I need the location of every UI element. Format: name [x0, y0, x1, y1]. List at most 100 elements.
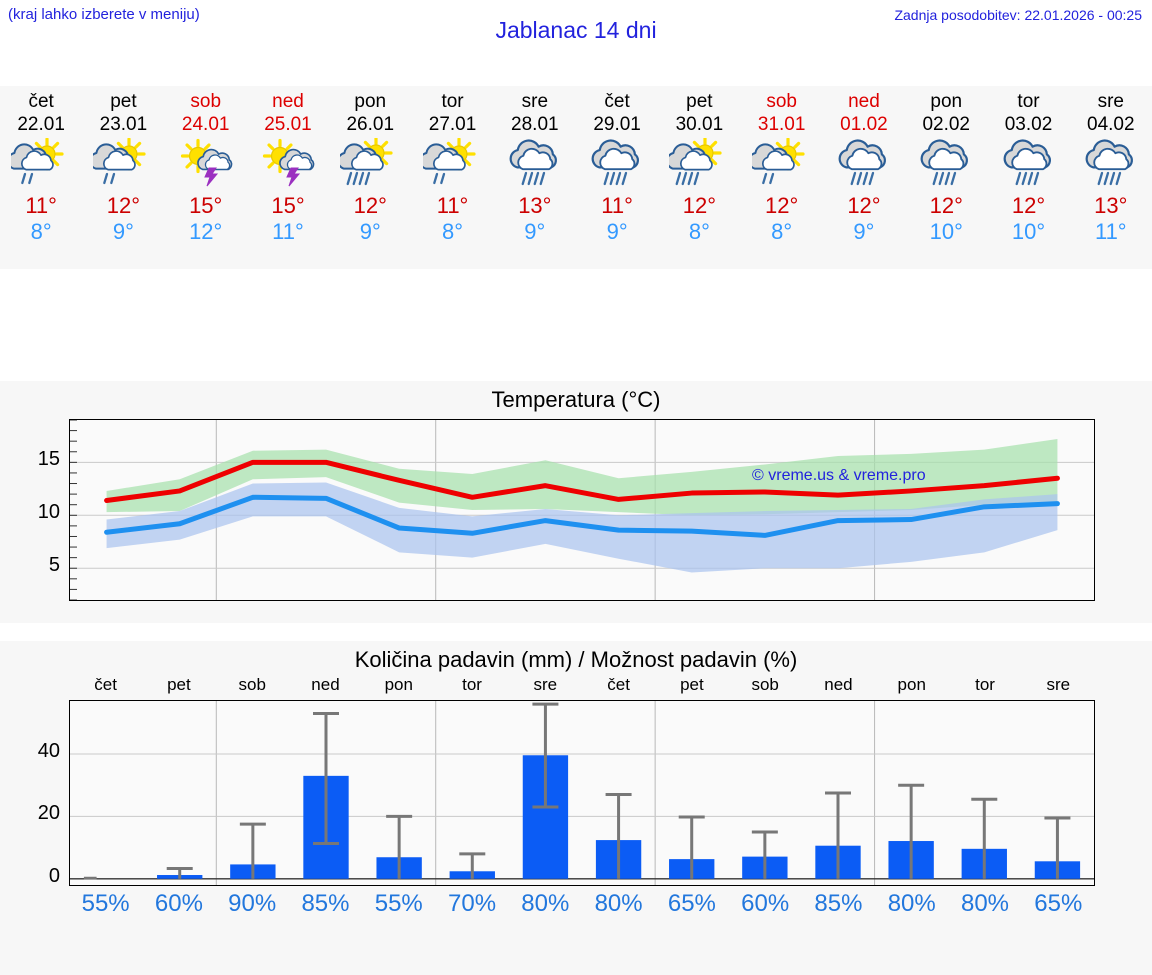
day-name: pet — [110, 91, 137, 112]
day-name: ned — [848, 91, 880, 112]
day-column[interactable]: sre 28.01 13° 9° — [494, 86, 576, 269]
precipitation-y-tick-label: 0 — [48, 864, 60, 887]
precipitation-probability: 85% — [301, 890, 350, 917]
day-min-temp: 8° — [771, 219, 793, 244]
day-date: 22.01 — [17, 114, 65, 135]
precipitation-y-tick-label: 20 — [37, 802, 60, 825]
day-column[interactable]: ned 25.01 15° 11° — [247, 86, 329, 269]
day-min-temp: 9° — [606, 219, 628, 244]
precipitation-panel: Količina padavin (mm) / Možnost padavin … — [0, 641, 1152, 975]
precipitation-day-label: tor — [462, 675, 482, 694]
precipitation-probability: 80% — [521, 890, 570, 917]
precipitation-day-label: pet — [167, 675, 191, 694]
precipitation-day-label: ned — [824, 675, 853, 694]
day-column[interactable]: pet 23.01 12° 9° — [82, 86, 164, 269]
day-min-temp: 8° — [442, 219, 464, 244]
day-name: pon — [930, 91, 963, 112]
day-date: 24.01 — [181, 114, 230, 135]
day-date: 28.01 — [511, 114, 559, 135]
day-date: 25.01 — [264, 114, 312, 135]
day-column[interactable]: čet 29.01 11° 9° — [576, 86, 658, 269]
precipitation-day-label: sre — [1046, 675, 1071, 694]
sun-cloud-rain-icon — [422, 138, 483, 190]
precipitation-probability: 70% — [448, 890, 497, 917]
day-max-temp: 11° — [25, 193, 57, 218]
day-name: čet — [28, 91, 54, 112]
cloud-showers-icon — [999, 138, 1059, 190]
day-column[interactable]: ned 01.02 12° 9° — [823, 86, 905, 269]
day-column[interactable]: sre 04.02 13° 11° — [1070, 86, 1152, 269]
day-min-temp: 9° — [524, 219, 546, 244]
day-min-temp: 10° — [929, 219, 963, 244]
sun-cloud-showers-icon — [669, 138, 729, 190]
day-name: tor — [1017, 91, 1040, 112]
precipitation-day-label: čet — [94, 675, 117, 694]
day-column[interactable]: tor 27.01 11° 8° — [411, 86, 493, 269]
precipitation-probability: 85% — [814, 890, 863, 917]
page-header: (kraj lahko izberete v meniju) Jablanac … — [0, 0, 1152, 62]
day-max-temp: 15° — [189, 193, 223, 218]
day-max-temp: 12° — [106, 193, 141, 218]
day-date: 29.01 — [593, 114, 641, 135]
day-min-temp: 8° — [30, 219, 52, 244]
day-max-temp: 11° — [601, 193, 633, 218]
day-name: sre — [521, 91, 549, 112]
sun-cloud-showers-icon — [340, 138, 400, 190]
precipitation-plot-area — [69, 700, 1095, 886]
precipitation-day-label: tor — [975, 675, 995, 694]
precipitation-probability: 65% — [667, 890, 716, 917]
day-min-temp: 12° — [189, 219, 223, 244]
day-column[interactable]: pet 30.01 12° 8° — [658, 86, 740, 269]
sun-cloud-rain-icon — [11, 138, 71, 190]
temperature-panel: Temperatura (°C) 5 10 15 — [0, 381, 1152, 623]
cloud-showers-icon — [505, 138, 565, 190]
day-max-temp: 13° — [518, 193, 552, 218]
day-column[interactable]: tor 03.02 12° 10° — [987, 86, 1069, 269]
day-min-temp: 8° — [688, 219, 710, 244]
page-title: Jablanac 14 dni — [495, 17, 657, 43]
precipitation-day-label: pet — [680, 675, 704, 694]
precipitation-probability: 80% — [960, 890, 1010, 917]
day-name: sre — [1097, 91, 1124, 112]
copyright-text: © vreme.us & vreme.pro — [752, 467, 926, 484]
cloud-showers-icon — [587, 138, 647, 190]
day-max-temp: 15° — [271, 193, 305, 218]
day-column[interactable]: sob 24.01 15° 12° — [165, 86, 247, 269]
day-max-temp: 12° — [353, 193, 387, 218]
day-max-temp: 13° — [1094, 193, 1128, 218]
precipitation-probability: 60% — [154, 890, 203, 917]
precipitation-probability: 55% — [374, 890, 423, 917]
precipitation-chart-svg — [70, 701, 1094, 885]
day-max-temp: 12° — [847, 193, 881, 218]
temperature-chart-svg — [70, 420, 1094, 600]
day-name: tor — [441, 91, 464, 112]
day-column[interactable]: čet 22.01 11° 8° — [0, 86, 82, 269]
precipitation-probability: 60% — [741, 890, 790, 917]
precipitation-chart-title: Količina padavin (mm) / Možnost padavin … — [354, 647, 798, 672]
temperature-chart-title: Temperatura (°C) — [491, 387, 661, 412]
day-column[interactable]: pon 02.02 12° 10° — [905, 86, 987, 269]
day-min-temp: 9° — [853, 219, 875, 244]
precipitation-day-labels: čet pet sob ned pon tor sre čet pet sob ned pon tor s… — [69, 675, 1095, 695]
day-name: ned — [272, 91, 304, 112]
sun-cloud-rain-icon — [751, 138, 812, 190]
day-min-temp: 11° — [272, 219, 304, 244]
day-date: 26.01 — [346, 114, 395, 135]
precipitation-probability: 80% — [887, 890, 936, 917]
precipitation-day-label: sob — [238, 675, 266, 694]
day-column[interactable]: sob 31.01 12° 8° — [741, 86, 823, 269]
sun-cloud-thunder-icon — [258, 138, 318, 190]
cloud-showers-icon — [1081, 138, 1141, 190]
day-date: 04.02 — [1087, 114, 1135, 135]
day-min-temp: 11° — [1094, 219, 1127, 244]
precipitation-day-label: sob — [751, 675, 779, 694]
precipitation-day-label: sre — [533, 675, 558, 694]
precipitation-probability: 65% — [1034, 890, 1083, 917]
day-max-temp: 12° — [929, 193, 963, 218]
day-column[interactable]: pon 26.01 12° 9° — [329, 86, 411, 269]
precipitation-day-label: pon — [384, 675, 413, 694]
day-max-temp: 12° — [765, 193, 799, 218]
temperature-plot-area — [69, 419, 1095, 601]
precipitation-probability: 80% — [594, 890, 643, 917]
day-min-temp: 9° — [359, 219, 381, 244]
